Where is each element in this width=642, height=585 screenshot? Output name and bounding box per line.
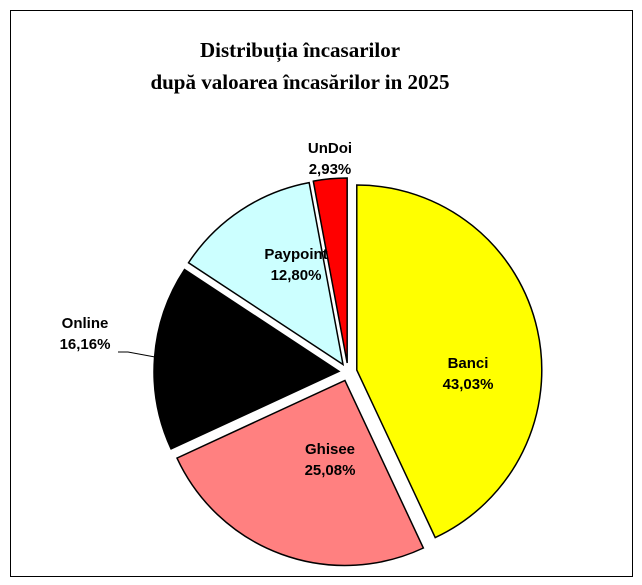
pie-slice bbox=[153, 268, 341, 450]
slice-label: Paypoint bbox=[264, 246, 327, 263]
pie-slice bbox=[356, 184, 543, 539]
slice-label: UnDoi bbox=[308, 140, 352, 157]
slice-value-label: 25,08% bbox=[305, 462, 356, 479]
slice-value-label: 43,03% bbox=[443, 376, 494, 393]
leader-line bbox=[118, 351, 156, 358]
slice-label: Banci bbox=[448, 355, 489, 372]
chart-title: după valoarea încasărilor in 2025 bbox=[150, 70, 449, 94]
slice-label: Online bbox=[62, 315, 109, 332]
pie-slice bbox=[187, 181, 345, 367]
slice-label: Ghisee bbox=[305, 441, 355, 458]
chart-title: Distribuția încasarilor bbox=[200, 38, 400, 63]
pie-slice bbox=[312, 177, 348, 364]
slice-value-label: 16,16% bbox=[60, 336, 111, 353]
pie-slice bbox=[175, 379, 425, 567]
slice-value-label: 12,80% bbox=[271, 267, 322, 284]
slice-value-label: 2,93% bbox=[309, 161, 352, 178]
